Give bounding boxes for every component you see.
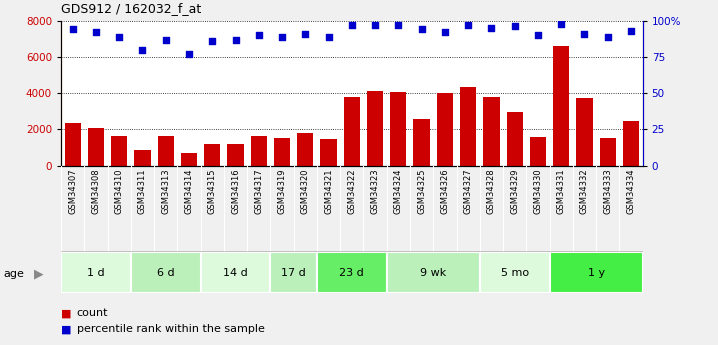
Point (509, 24, 521, 29)
Bar (181, 153, 197, 166)
Text: 6 d: 6 d (157, 268, 174, 277)
Text: percentile rank within the sample: percentile rank within the sample (77, 325, 265, 334)
Bar (483, 97, 500, 166)
Bar (390, 92, 406, 166)
Text: GSM34329: GSM34329 (510, 168, 519, 214)
Bar (414, 119, 430, 166)
Point (393, 22, 404, 28)
Point (346, 22, 358, 28)
Point (602, 34, 613, 39)
Bar (367, 91, 383, 166)
Text: ▶: ▶ (34, 268, 44, 281)
Bar (61, 252, 131, 293)
Bar (274, 138, 290, 166)
Bar (553, 46, 569, 166)
Text: GSM34319: GSM34319 (278, 168, 286, 214)
Text: 14 d: 14 d (223, 268, 248, 277)
Point (113, 34, 125, 39)
Bar (623, 121, 639, 166)
Text: GSM34325: GSM34325 (417, 168, 426, 214)
Text: GSM34307: GSM34307 (68, 168, 77, 214)
Bar (134, 150, 151, 166)
Text: GSM34313: GSM34313 (162, 168, 170, 214)
Text: GSM34331: GSM34331 (556, 168, 566, 214)
Text: 23 d: 23 d (340, 268, 364, 277)
Text: GSM34327: GSM34327 (464, 168, 472, 214)
Text: GSM34333: GSM34333 (603, 168, 612, 214)
Point (67, 27, 78, 32)
Point (556, 21, 567, 26)
Bar (200, 252, 271, 293)
Point (230, 37, 241, 42)
Point (183, 51, 195, 57)
Point (369, 22, 381, 28)
Point (462, 22, 474, 28)
Text: GDS912 / 162032_f_at: GDS912 / 162032_f_at (61, 2, 201, 16)
Text: GSM34323: GSM34323 (370, 168, 380, 214)
Bar (271, 252, 317, 293)
Text: count: count (77, 308, 108, 318)
Text: GSM34311: GSM34311 (138, 168, 147, 214)
Text: 5 mo: 5 mo (500, 268, 528, 277)
Text: GSM34332: GSM34332 (580, 168, 589, 214)
Bar (549, 252, 643, 293)
Point (532, 32, 544, 38)
Point (160, 37, 172, 42)
Point (253, 32, 264, 38)
Text: GSM34320: GSM34320 (301, 168, 309, 214)
Bar (317, 252, 387, 293)
Text: 17 d: 17 d (281, 268, 306, 277)
Point (276, 34, 288, 39)
Text: 1 d: 1 d (87, 268, 105, 277)
Text: age: age (4, 269, 24, 279)
Bar (131, 252, 200, 293)
Bar (320, 139, 337, 166)
Bar (530, 137, 546, 166)
Point (579, 31, 590, 37)
Bar (344, 97, 360, 166)
Point (485, 25, 497, 31)
Text: GSM34334: GSM34334 (627, 168, 635, 214)
Text: 1 y: 1 y (587, 268, 605, 277)
Text: GSM34314: GSM34314 (185, 168, 193, 214)
Text: GSM34315: GSM34315 (208, 168, 217, 214)
Text: ■: ■ (61, 325, 72, 334)
Bar (600, 138, 616, 166)
Text: GSM34308: GSM34308 (91, 168, 101, 214)
Bar (204, 144, 220, 166)
Point (136, 47, 148, 52)
Bar (577, 98, 592, 166)
Bar (111, 136, 127, 166)
Text: GSM34324: GSM34324 (394, 168, 403, 214)
Point (625, 28, 637, 33)
Text: GSM34317: GSM34317 (254, 168, 264, 214)
Text: GSM34330: GSM34330 (533, 168, 542, 214)
Bar (297, 133, 314, 166)
Bar (157, 136, 174, 166)
Bar (65, 123, 81, 166)
Text: GSM34328: GSM34328 (487, 168, 496, 214)
Text: 9 wk: 9 wk (420, 268, 447, 277)
Bar (480, 252, 549, 293)
Point (207, 38, 218, 44)
Text: GSM34321: GSM34321 (324, 168, 333, 214)
Bar (387, 252, 480, 293)
Text: GSM34310: GSM34310 (115, 168, 123, 214)
Bar (437, 93, 453, 166)
Text: GSM34326: GSM34326 (440, 168, 449, 214)
Point (439, 30, 451, 35)
Bar (460, 87, 476, 166)
Bar (251, 136, 267, 166)
Point (323, 34, 335, 39)
Point (299, 31, 311, 37)
Point (90, 30, 102, 35)
Point (416, 27, 427, 32)
Text: GSM34316: GSM34316 (231, 168, 240, 214)
Text: ■: ■ (61, 308, 72, 318)
Bar (228, 144, 243, 166)
Text: GSM34322: GSM34322 (348, 168, 356, 214)
Bar (506, 112, 523, 166)
Bar (88, 128, 104, 166)
